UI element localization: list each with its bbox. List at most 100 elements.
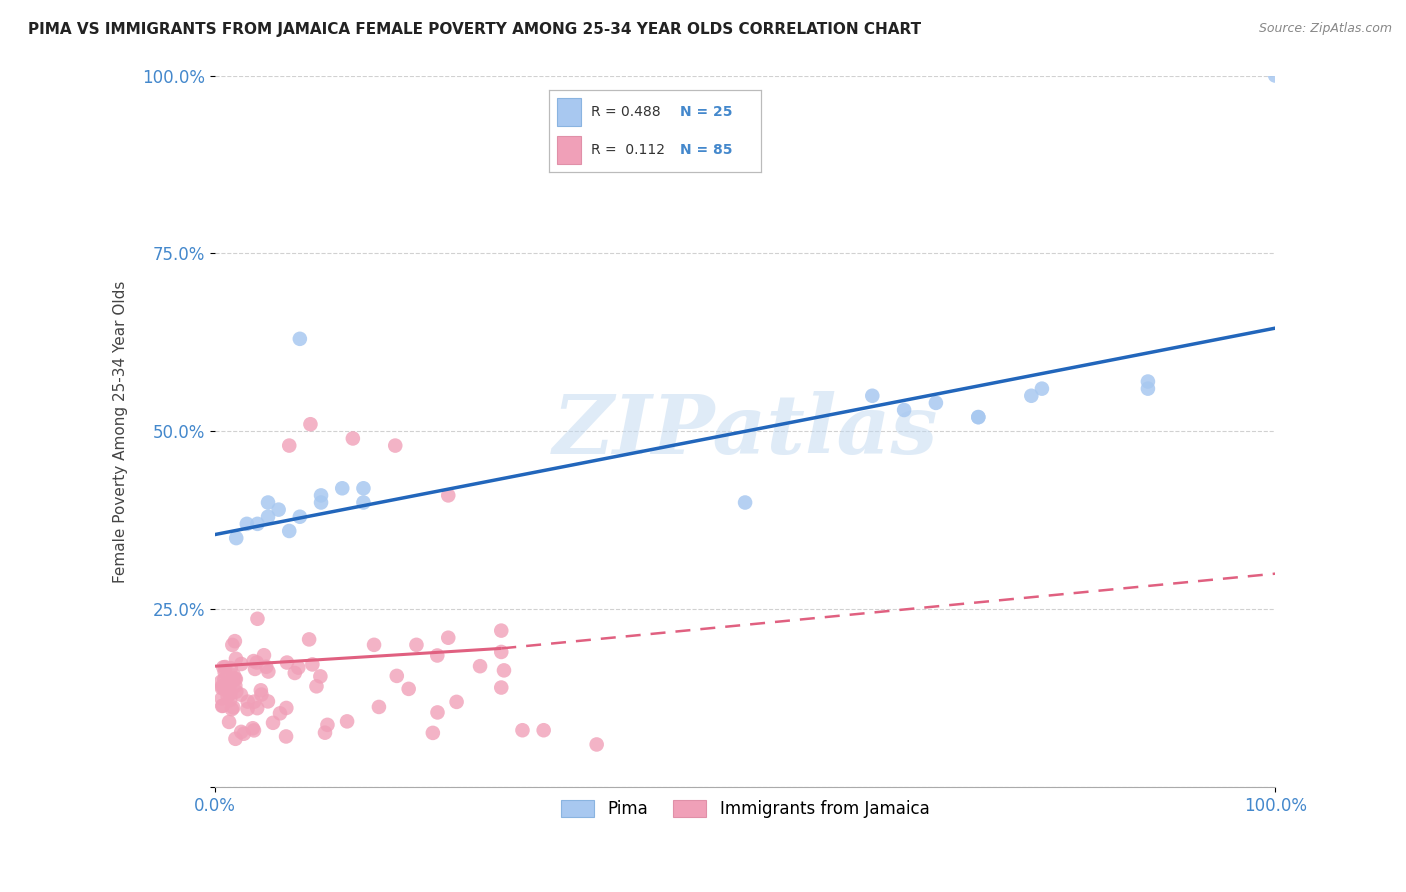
Point [301, 657, 323, 672]
Point [224, 731, 246, 746]
Point [352, 481, 374, 495]
Point [219, 661, 242, 675]
Point [288, 332, 311, 346]
Point [221, 638, 243, 652]
Point [211, 698, 233, 713]
Point [309, 495, 332, 509]
Point [236, 516, 259, 531]
Point [274, 730, 297, 744]
Point [242, 654, 264, 668]
Point [218, 680, 240, 694]
Point [242, 721, 264, 735]
Point [288, 509, 311, 524]
Point [298, 632, 321, 647]
Point [426, 706, 449, 720]
Point [336, 714, 359, 729]
Point [368, 700, 391, 714]
Point [224, 679, 246, 693]
Point [512, 723, 534, 738]
Point [309, 669, 332, 683]
Text: ZIPatlas: ZIPatlas [553, 392, 938, 471]
Point [585, 738, 607, 752]
Point [231, 657, 253, 671]
Point [342, 432, 364, 446]
Legend: Pima, Immigrants from Jamaica: Pima, Immigrants from Jamaica [554, 794, 936, 825]
Point [214, 660, 236, 674]
Point [1136, 382, 1159, 396]
Point [221, 702, 243, 716]
Point [212, 681, 235, 695]
Point [236, 702, 259, 716]
Point [533, 723, 555, 738]
Point [225, 531, 247, 545]
Point [222, 700, 245, 714]
Point [229, 688, 252, 702]
Point [211, 681, 233, 696]
Point [246, 612, 269, 626]
Point [214, 672, 236, 686]
Point [243, 695, 266, 709]
Point [214, 677, 236, 691]
Point [330, 481, 353, 495]
Point [253, 648, 276, 663]
Point [214, 665, 236, 680]
Point [250, 688, 273, 702]
Point [398, 681, 420, 696]
Point [211, 679, 233, 693]
Point [276, 701, 298, 715]
Point [491, 624, 513, 638]
Point [211, 698, 233, 713]
Point [257, 665, 280, 679]
Point [276, 656, 298, 670]
Point [219, 687, 242, 701]
Point [384, 439, 406, 453]
Point [925, 396, 948, 410]
Point [209, 674, 232, 689]
Point [437, 631, 460, 645]
Text: PIMA VS IMMIGRANTS FROM JAMAICA FEMALE POVERTY AMONG 25-34 YEAR OLDS CORRELATION: PIMA VS IMMIGRANTS FROM JAMAICA FEMALE P… [28, 22, 921, 37]
Point [491, 681, 513, 695]
Point [231, 724, 253, 739]
Point [1021, 389, 1043, 403]
Point [309, 488, 332, 502]
Point [254, 660, 277, 674]
Point [967, 410, 990, 425]
Point [219, 693, 242, 707]
Point [1031, 382, 1053, 396]
Point [385, 669, 408, 683]
Point [250, 683, 273, 698]
Point [236, 695, 259, 709]
Point [232, 727, 254, 741]
Point [437, 488, 460, 502]
Point [212, 660, 235, 674]
Point [224, 672, 246, 686]
Point [492, 664, 515, 678]
Point [257, 694, 280, 708]
Point [405, 638, 427, 652]
Point [246, 701, 269, 715]
Point [225, 652, 247, 666]
Point [352, 495, 374, 509]
Point [218, 675, 240, 690]
Point [426, 648, 449, 663]
Point [299, 417, 322, 432]
Point [422, 726, 444, 740]
Point [267, 502, 290, 516]
Point [243, 723, 266, 738]
Point [305, 679, 328, 693]
Point [246, 516, 269, 531]
Point [468, 659, 491, 673]
Point [262, 715, 284, 730]
Point [287, 660, 309, 674]
Point [316, 718, 339, 732]
Point [222, 668, 245, 682]
Point [284, 665, 307, 680]
Point [1136, 375, 1159, 389]
Point [491, 645, 513, 659]
Point [269, 706, 291, 721]
Point [225, 672, 247, 686]
Point [217, 690, 239, 704]
Y-axis label: Female Poverty Among 25-34 Year Olds: Female Poverty Among 25-34 Year Olds [114, 280, 128, 582]
Point [225, 684, 247, 698]
Point [257, 509, 280, 524]
